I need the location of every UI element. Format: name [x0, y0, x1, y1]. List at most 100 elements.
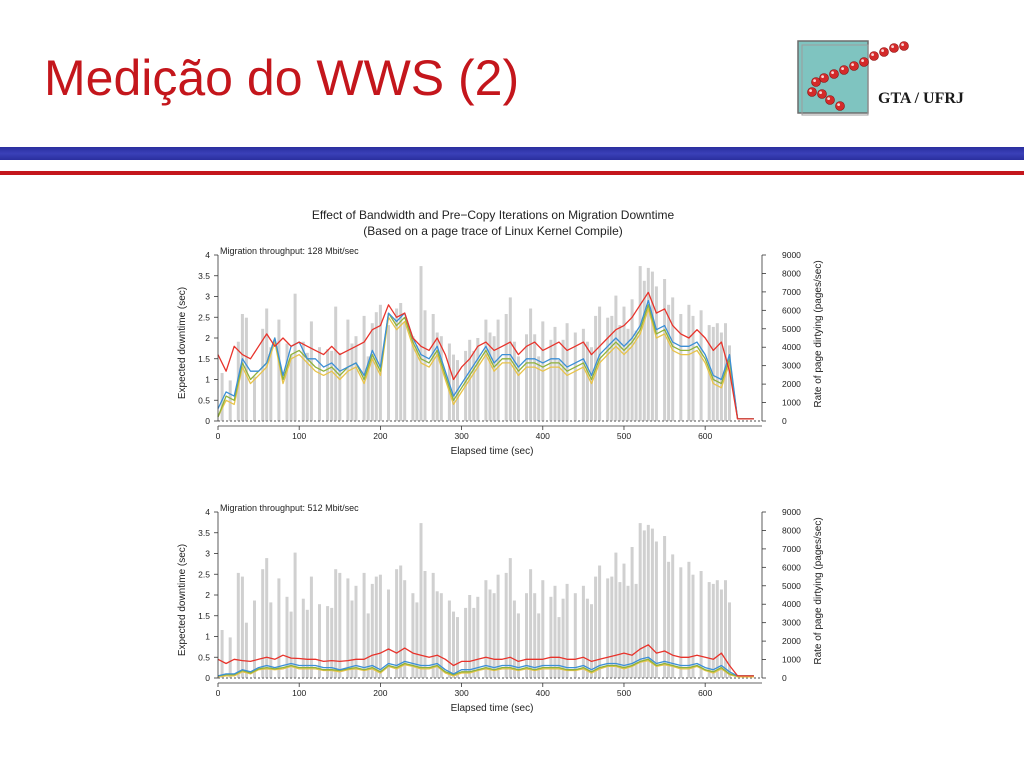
dirty-rate-bar — [711, 583, 715, 678]
dirty-rate-bar — [634, 330, 638, 421]
dirty-rate-bar — [610, 576, 614, 678]
dirty-rate-bar — [476, 596, 480, 678]
dirty-rate-bar — [642, 280, 646, 421]
logo-dots — [807, 41, 909, 111]
y2-tick-label: 9000 — [782, 250, 801, 260]
dirty-rate-bar — [630, 299, 634, 421]
dirty-rate-bar — [334, 569, 338, 678]
x-axis-title: Elapsed time (sec) — [451, 703, 534, 714]
dirty-rate-bar — [516, 613, 520, 678]
logo-dot-highlight — [821, 75, 824, 78]
y2-axis-title: Rate of page dirtying (pages/sec) — [813, 260, 824, 407]
dirty-rate-bar — [431, 314, 435, 421]
x-tick-label: 0 — [216, 431, 221, 441]
logo-dot-highlight — [831, 71, 834, 74]
dirty-rate-bar — [667, 561, 671, 678]
dirty-rate-bar — [354, 336, 358, 421]
dirty-rate-bar — [699, 310, 703, 421]
y2-tick-label: 7000 — [782, 287, 801, 297]
dirty-rate-bar — [728, 602, 731, 678]
y2-tick-label: 0 — [782, 416, 787, 426]
dirty-rate-bar — [561, 598, 565, 678]
dirty-rate-bar — [650, 528, 654, 678]
dirty-rate-bar — [565, 583, 569, 678]
dirty-rate-bar — [435, 591, 439, 678]
dirty-rate-bar — [719, 589, 723, 678]
dirty-rate-bar — [244, 317, 248, 421]
x-tick-label: 500 — [617, 431, 631, 441]
logo-square-shadow — [801, 44, 869, 116]
dirty-rate-bar — [529, 569, 533, 678]
dirty-rate-bar — [622, 563, 626, 678]
y2-tick-label: 5000 — [782, 324, 801, 334]
dirty-rate-bar — [663, 279, 667, 421]
dirty-rate-bar — [598, 565, 602, 678]
dirty-rate-bar — [646, 267, 650, 421]
dirty-rate-bar — [642, 530, 646, 678]
dirty-rate-bar — [415, 345, 419, 421]
dirty-rate-bar — [614, 552, 618, 678]
series-line-yellow — [217, 659, 754, 678]
dirty-rate-bar — [362, 572, 366, 678]
y-tick-label: 2 — [205, 590, 210, 600]
series-line-green — [217, 658, 754, 677]
y2-tick-label: 4000 — [782, 342, 801, 352]
dirty-rate-bar — [464, 607, 468, 678]
dirty-rate-bar — [715, 323, 719, 421]
y-tick-label: 0 — [205, 673, 210, 683]
dirty-rate-bar — [516, 356, 520, 421]
dirty-rate-bar — [634, 583, 638, 678]
x-tick-label: 200 — [373, 431, 387, 441]
dirty-rate-bar — [220, 630, 224, 678]
logo-dot-highlight — [891, 45, 894, 48]
dirty-rate-bar — [606, 578, 610, 678]
dirty-rate-bar — [261, 328, 265, 421]
dirty-rate-bar — [411, 593, 415, 678]
dirty-rate-bar — [581, 328, 585, 421]
dirty-rate-bar — [671, 297, 675, 421]
dirty-rate-bar — [679, 314, 683, 421]
dirty-rate-bar — [496, 319, 500, 421]
dirty-rate-bar — [719, 332, 723, 421]
dirty-rate-bar — [439, 593, 443, 678]
dirty-rate-bar — [419, 266, 423, 421]
y2-tick-label: 2000 — [782, 379, 801, 389]
y-tick-label: 1 — [205, 632, 210, 642]
dirty-rate-bar — [334, 306, 338, 421]
dirty-rate-bar — [350, 343, 354, 421]
dirty-rate-bar — [447, 600, 451, 678]
dirty-rate-bar — [269, 602, 273, 678]
dirty-rate-bar — [626, 328, 630, 421]
dirty-rate-bar — [537, 613, 541, 678]
dirty-rate-bar — [525, 593, 528, 678]
logo-dot-highlight — [861, 59, 864, 62]
logo-dot-highlight — [871, 53, 874, 56]
x-tick-label: 100 — [292, 688, 306, 698]
dirty-rate-bar — [472, 350, 476, 421]
y-axis-title: Expected downtime (sec) — [177, 287, 188, 399]
dirty-rate-bar — [581, 585, 585, 678]
dirty-rate-bar — [378, 574, 382, 678]
x-tick-label: 300 — [454, 688, 468, 698]
dirty-rate-bar — [305, 352, 309, 421]
y2-tick-label: 8000 — [782, 268, 801, 278]
dirty-rate-bar — [484, 580, 488, 678]
dirty-rate-bar — [309, 576, 313, 678]
dirty-rate-bar — [533, 593, 537, 678]
throughput-annotation: Migration throughput: 128 Mbit/sec — [220, 246, 359, 256]
dirty-rate-bar — [330, 350, 334, 421]
dirty-rate-bar — [269, 347, 273, 421]
dirty-rate-bar — [512, 341, 516, 421]
dirty-rate-bar — [691, 315, 695, 421]
y2-tick-label: 3000 — [782, 618, 801, 628]
dirty-rate-bar — [488, 589, 492, 678]
dirty-rate-bar — [423, 571, 427, 678]
x-tick-label: 600 — [698, 431, 712, 441]
dirty-rate-bar — [411, 336, 415, 421]
logo: GTA / UFRJ — [794, 38, 1004, 120]
series-line-blue — [217, 299, 754, 420]
y2-axis-title: Rate of page dirtying (pages/sec) — [813, 517, 824, 664]
dirty-rate-bar — [289, 611, 293, 678]
dirty-rate-bar — [228, 637, 232, 678]
